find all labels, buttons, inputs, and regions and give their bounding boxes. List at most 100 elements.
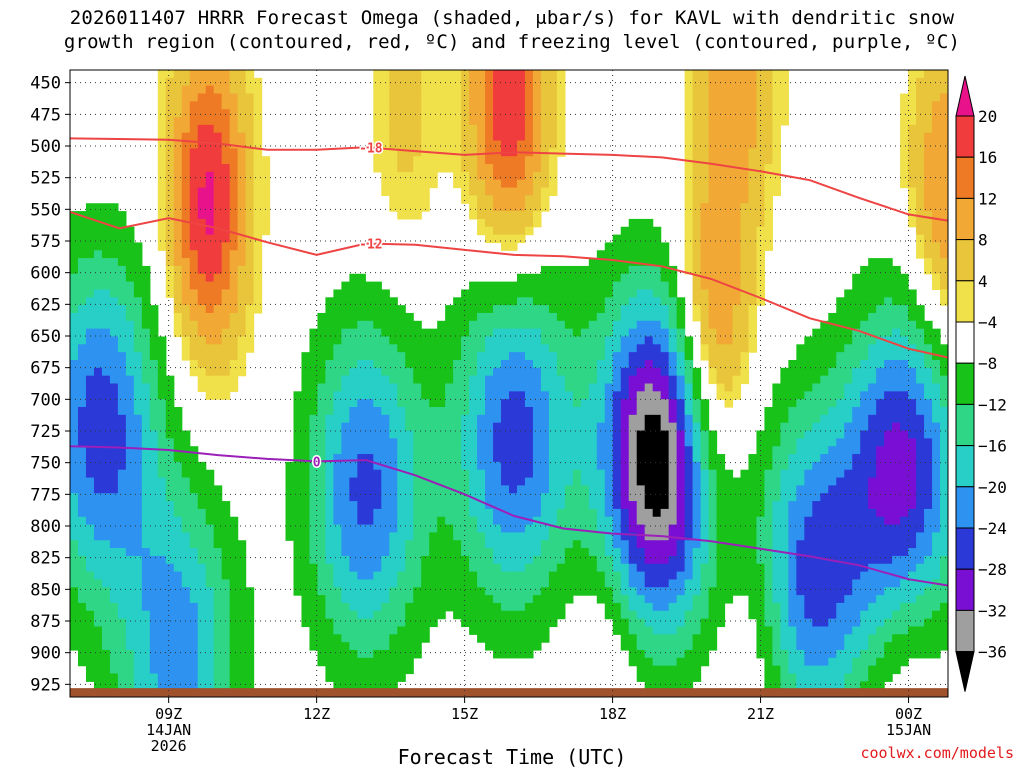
omega-cell — [373, 422, 382, 432]
omega-cell — [924, 540, 933, 549]
omega-cell — [860, 446, 869, 455]
omega-cell — [341, 305, 350, 314]
omega-cell — [900, 477, 909, 486]
omega-cell — [588, 454, 598, 463]
omega-cell — [572, 485, 582, 494]
omega-cell — [189, 312, 199, 322]
omega-cell — [668, 555, 678, 565]
omega-cell — [796, 508, 805, 518]
omega-cell — [293, 548, 303, 557]
omega-cell — [157, 109, 167, 118]
omega-cell — [205, 156, 215, 165]
omega-cell — [532, 336, 542, 345]
omega-cell — [221, 93, 231, 102]
omega-cell — [708, 375, 718, 385]
omega-cell — [644, 399, 654, 408]
omega-cell — [724, 171, 734, 181]
omega-cell — [453, 297, 462, 306]
omega-cell — [740, 265, 750, 275]
omega-cell — [125, 501, 135, 510]
omega-cell — [684, 508, 694, 518]
omega-cell — [708, 336, 718, 345]
omega-cell — [812, 555, 821, 565]
omega-cell — [692, 117, 702, 126]
omega-cell — [253, 218, 263, 228]
omega-cell — [780, 438, 789, 447]
omega-cell — [940, 211, 948, 220]
omega-cell — [397, 407, 406, 416]
omega-cell — [884, 477, 893, 486]
omega-cell — [213, 187, 223, 196]
omega-cell — [604, 383, 614, 392]
omega-cell — [524, 352, 534, 361]
omega-cell — [181, 156, 191, 165]
omega-cell — [780, 477, 789, 486]
omega-cell — [373, 493, 382, 502]
omega-cell — [732, 336, 742, 345]
omega-cell — [93, 297, 103, 306]
omega-cell — [421, 140, 430, 149]
omega-cell — [516, 297, 526, 306]
omega-cell — [716, 211, 726, 220]
omega-cell — [532, 446, 542, 455]
omega-cell — [932, 77, 941, 87]
omega-cell — [876, 414, 885, 424]
omega-cell — [620, 407, 630, 416]
omega-cell — [429, 532, 438, 541]
omega-cell — [828, 367, 837, 377]
omega-cell — [229, 124, 239, 134]
omega-cell — [660, 563, 670, 573]
omega-cell — [469, 446, 478, 455]
omega-cell — [445, 156, 454, 165]
omega-cell — [940, 359, 948, 369]
omega-cell — [325, 422, 334, 432]
omega-cell — [101, 258, 111, 267]
omega-cell — [157, 140, 167, 149]
omega-cell — [189, 273, 199, 283]
omega-cell — [85, 265, 95, 275]
omega-cell — [405, 195, 414, 204]
omega-cell — [485, 516, 494, 526]
omega-cell — [804, 399, 813, 408]
omega-cell — [620, 359, 630, 369]
omega-cell — [509, 407, 518, 416]
omega-cell — [732, 508, 742, 518]
omega-cell — [197, 477, 207, 486]
omega-cell — [732, 218, 742, 228]
omega-cell — [101, 289, 111, 298]
omega-cell — [357, 563, 366, 573]
omega-cell — [325, 391, 334, 400]
omega-cell — [445, 407, 454, 416]
omega-cell — [604, 375, 614, 385]
omega-cell — [916, 477, 925, 486]
omega-cell — [916, 124, 925, 134]
omega-cell — [772, 571, 781, 581]
omega-cell — [461, 124, 470, 134]
omega-cell — [229, 524, 239, 534]
omega-cell — [70, 469, 79, 479]
omega-cell — [381, 101, 390, 110]
omega-cell — [117, 305, 127, 314]
omega-cell — [117, 383, 127, 392]
omega-cell — [636, 438, 646, 447]
omega-cell — [900, 407, 909, 416]
omega-cell — [437, 501, 446, 510]
omega-cell — [876, 281, 885, 291]
omega-cell — [556, 461, 566, 471]
omega-cell — [660, 352, 670, 361]
omega-cell — [684, 140, 694, 149]
omega-cell — [636, 367, 646, 377]
omega-cell — [852, 399, 861, 408]
omega-cell — [501, 516, 510, 526]
omega-cell — [732, 281, 742, 291]
omega-cell — [413, 477, 422, 486]
omega-cell — [860, 305, 869, 314]
omega-cell — [149, 493, 159, 502]
omega-cell — [109, 477, 119, 486]
omega-cell — [612, 359, 622, 369]
omega-cell — [692, 273, 702, 283]
omega-cell — [724, 179, 734, 189]
omega-cell — [157, 117, 167, 126]
omega-cell — [485, 85, 494, 95]
omega-cell — [213, 367, 223, 377]
